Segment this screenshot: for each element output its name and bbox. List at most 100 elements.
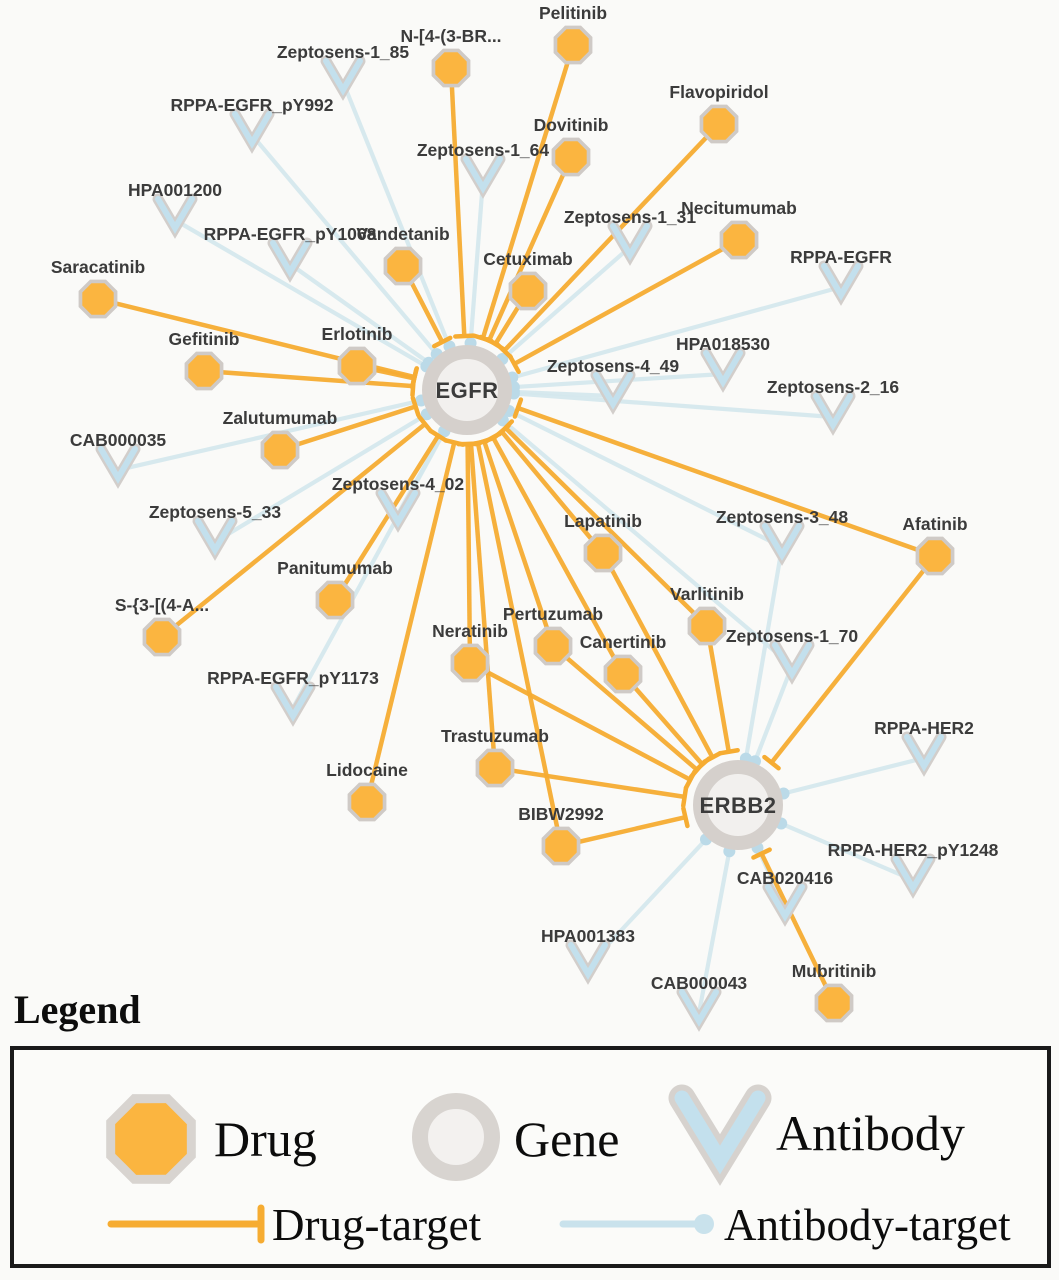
drug-node-neratinib [454, 647, 486, 679]
edge-tbar [485, 337, 506, 351]
drug-node-flavopiridol [703, 108, 735, 140]
drug-node-zalutumumab [264, 434, 296, 466]
node-label-zeptosens_1_85: Zeptosens-1_85 [277, 42, 410, 62]
edge-drug-target-neratinib-ERBB2 [468, 661, 692, 782]
legend-drug-icon [106, 1094, 196, 1184]
antibody-node-inner-rppa_her2 [904, 734, 944, 772]
edge-drug-target-varlitinib-EGFR [503, 426, 709, 628]
antibody-node-inner-zeptosens_1_85 [323, 58, 363, 96]
edge-antibody-target-zeptosens_3_48-ERBB2 [743, 546, 785, 760]
drug-node-necitumumab [723, 224, 755, 256]
antibody-node-inner-rppa_egfr_py1068 [270, 240, 310, 278]
edge-drug-target-n4_3br-EGFR [448, 67, 467, 337]
antibody-node-inner-rppa_egfr_py992 [232, 111, 272, 149]
antibody-node-inner-zeptosens_2_16 [813, 393, 853, 431]
edge-tbar [417, 414, 433, 434]
gene-node-ERBB2 [693, 760, 783, 850]
drug-node-pertuzumab [537, 630, 569, 662]
edge-drug-target-afatinib-EGFR [517, 405, 936, 559]
edge-tbar [751, 847, 772, 860]
edge-tbar [466, 438, 489, 447]
gene-label-ERBB2: ERBB2 [699, 793, 776, 818]
drug-node-lapatinib [587, 537, 619, 569]
edge-tbar [717, 748, 740, 756]
node-label-rppa_egfr_py992: RPPA-EGFR_pY992 [170, 95, 333, 115]
node-label-hpa001383: HPA001383 [541, 926, 635, 946]
node-label-necitumumab: Necitumumab [681, 198, 797, 218]
edge-antibody-target-hpa001200-EGFR [173, 218, 428, 369]
edge-tbar [431, 335, 453, 349]
gene-node-EGFR [422, 345, 512, 435]
node-label-rppa_egfr_py1173: RPPA-EGFR_pY1173 [207, 668, 379, 688]
edge-tbar [681, 806, 690, 829]
node-label-cab000043: CAB000043 [651, 973, 748, 993]
node-label-pertuzumab: Pertuzumab [503, 604, 603, 624]
edge-antibody-target-zeptosens_1_31-EGFR [500, 245, 632, 361]
drug-node-panitumumab [319, 584, 351, 616]
antibody-node-inner-zeptosens_4_49 [593, 372, 633, 410]
edge-drug-target-bibw2992-ERBB2 [560, 814, 686, 849]
antibody-node-inner-zeptosens_4_02 [378, 490, 418, 528]
node-label-zeptosens_4_02: Zeptosens-4_02 [332, 474, 465, 494]
legend-drug-target-label: Drug-target [272, 1200, 482, 1250]
legend-drug-target-icon [107, 1204, 265, 1244]
antibody-node-inner-hpa018530 [703, 350, 743, 388]
antibody-node-inner-cab020416 [765, 884, 805, 922]
node-label-afatinib: Afatinib [902, 514, 967, 534]
edge-tbar [681, 785, 689, 809]
edge-antibody-target-hpa018530-EGFR [513, 371, 724, 390]
node-label-zeptosens_5_33: Zeptosens-5_33 [149, 502, 282, 522]
drug-node-mubritinib [818, 987, 850, 1019]
node-label-rppa_egfr: RPPA-EGFR [790, 247, 892, 267]
edge-drug-target-necitumumab-EGFR [513, 238, 741, 366]
drug-node-saracatinib [82, 283, 114, 315]
edge-antibody-target-zeptosens_1_70-EGFR [501, 418, 794, 668]
edge-drug-target-varlitinib-ERBB2 [704, 625, 732, 753]
node-label-cab020416: CAB020416 [737, 868, 834, 888]
node-label-pelitinib: Pelitinib [539, 3, 607, 23]
node-label-bibw2992: BIBW2992 [518, 804, 604, 824]
edge-drug-target-s3_4a-EGFR [160, 422, 427, 639]
node-label-dovitinib: Dovitinib [534, 115, 609, 135]
edge-antibody-target-rppa_egfr-EGFR [511, 284, 842, 380]
antibody-node-inner-rppa_egfr_py1173 [273, 684, 313, 722]
edge-tbar [428, 428, 449, 443]
drug-node-bibw2992 [545, 830, 577, 862]
drug-node-dovitinib [555, 141, 587, 173]
drug-node-s3_4a [146, 621, 178, 653]
node-label-rppa_egfr_py1068: RPPA-EGFR_pY1068 [204, 224, 377, 244]
legend-antibody-label: Antibody [776, 1105, 965, 1161]
antibody-node-inner-cab000035 [98, 446, 138, 484]
drug-node-erlotinib [341, 350, 373, 382]
edge-drug-target-afatinib-ERBB2 [769, 554, 937, 765]
drug-node-trastuzumab [479, 752, 511, 784]
node-label-erlotinib: Erlotinib [322, 324, 393, 344]
node-label-zeptosens_3_48: Zeptosens-3_48 [716, 507, 849, 527]
node-label-trastuzumab: Trastuzumab [441, 726, 549, 746]
drug-node-cetuximab [512, 275, 544, 307]
legend-drug-label: Drug [214, 1111, 317, 1167]
node-label-s3_4a: S-{3-[(4-A... [115, 595, 209, 615]
edge-drug-target-lapatinib-ERBB2 [601, 551, 715, 759]
edge-tbar [762, 754, 781, 771]
edge-antibody-target-zeptosens_1_85-EGFR [341, 81, 452, 348]
edge-tbar [453, 333, 476, 339]
node-label-zeptosens_1_70: Zeptosens-1_70 [726, 626, 859, 646]
drug-node-vandetanib [387, 250, 419, 282]
node-label-vandetanib: Vandetanib [356, 224, 449, 244]
node-label-panitumumab: Panitumumab [277, 558, 393, 578]
node-label-zalutumumab: Zalutumumab [223, 408, 338, 428]
edge-drug-target-canertinib-EGFR [491, 436, 625, 676]
edge-antibody-target-zeptosens_2_16-EGFR [513, 391, 834, 420]
edge-drug-target-canertinib-ERBB2 [621, 672, 705, 766]
legend-box: Drug Gene Antibody Drug-target [10, 1046, 1051, 1268]
node-label-zeptosens_2_16: Zeptosens-2_16 [767, 377, 900, 397]
edge-antibody-target-zeptosens_1_70-ERBB2 [753, 665, 794, 762]
edge-drug-target-zalutumumab-EGFR [279, 404, 417, 453]
drug-node-afatinib [919, 540, 951, 572]
antibody-node-inner-rppa_her2_py1248 [893, 856, 933, 894]
drug-node-varlitinib [691, 610, 723, 642]
antibody-node-inner-zeptosens_1_64 [463, 156, 503, 194]
node-label-mubritinib: Mubritinib [792, 961, 877, 981]
edge-drug-target-trastuzumab-ERBB2 [494, 765, 685, 800]
